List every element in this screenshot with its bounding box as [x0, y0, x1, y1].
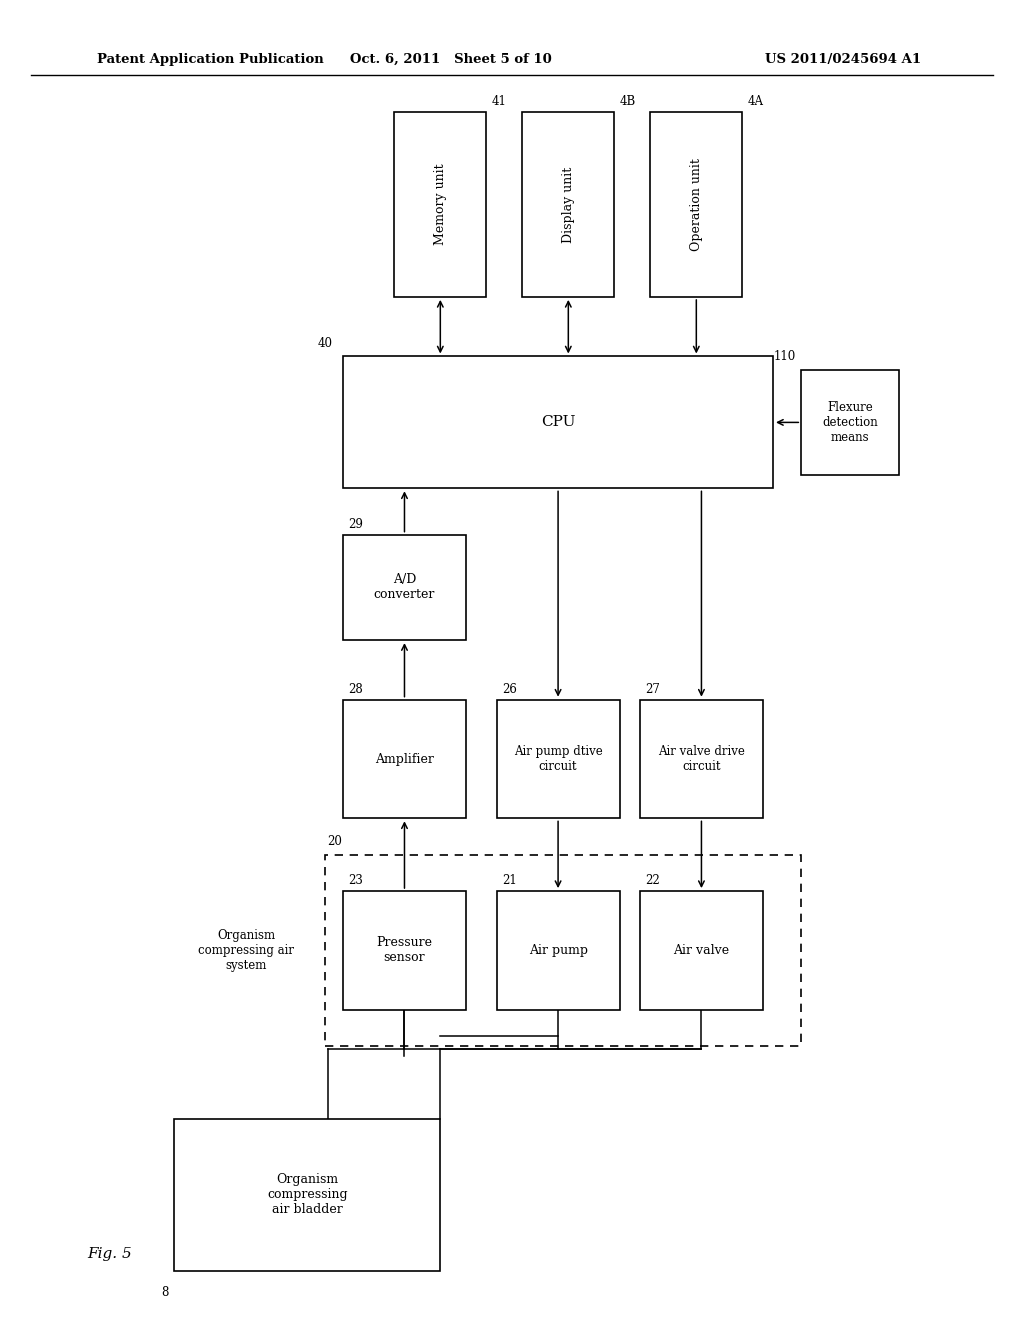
Text: Display unit: Display unit [562, 166, 574, 243]
Bar [326, 855, 801, 1045]
Text: Pressure
sensor: Pressure sensor [377, 936, 432, 965]
Text: Operation unit: Operation unit [690, 158, 702, 251]
Text: 4A: 4A [748, 95, 764, 108]
Text: Organism
compressing
air bladder: Organism compressing air bladder [267, 1173, 347, 1216]
Text: 20: 20 [328, 836, 342, 847]
Text: CPU: CPU [541, 416, 575, 429]
Bar [343, 891, 466, 1010]
Bar [650, 112, 742, 297]
Text: 110: 110 [774, 350, 797, 363]
Text: Air pump dtive
circuit: Air pump dtive circuit [514, 744, 602, 774]
Text: Air valve: Air valve [674, 944, 729, 957]
Bar [394, 112, 486, 297]
Bar [174, 1119, 440, 1270]
Bar [343, 700, 466, 818]
Bar [801, 370, 899, 475]
Text: Air valve drive
circuit: Air valve drive circuit [658, 744, 744, 774]
Bar [640, 891, 763, 1010]
Text: A/D
converter: A/D converter [374, 573, 435, 602]
Text: Oct. 6, 2011   Sheet 5 of 10: Oct. 6, 2011 Sheet 5 of 10 [349, 53, 552, 66]
Text: Amplifier: Amplifier [375, 752, 434, 766]
Text: Fig. 5: Fig. 5 [87, 1247, 132, 1261]
Bar [497, 700, 620, 818]
Text: 27: 27 [645, 682, 660, 696]
Bar [640, 700, 763, 818]
Text: 8: 8 [162, 1286, 169, 1299]
Text: Patent Application Publication: Patent Application Publication [97, 53, 324, 66]
Text: 28: 28 [348, 682, 362, 696]
Bar [343, 356, 773, 488]
Text: Flexure
detection
means: Flexure detection means [822, 401, 878, 444]
Text: Organism
compressing air
system: Organism compressing air system [199, 929, 295, 972]
Text: 21: 21 [502, 874, 516, 887]
Text: Air pump: Air pump [528, 944, 588, 957]
Text: 26: 26 [502, 682, 517, 696]
Bar [497, 891, 620, 1010]
Text: 22: 22 [645, 874, 659, 887]
Bar [343, 535, 466, 640]
Text: US 2011/0245694 A1: US 2011/0245694 A1 [766, 53, 922, 66]
Text: 29: 29 [348, 517, 364, 531]
Text: 23: 23 [348, 874, 364, 887]
Text: Memory unit: Memory unit [434, 164, 446, 246]
Text: 4B: 4B [620, 95, 636, 108]
Text: 41: 41 [492, 95, 507, 108]
Bar [522, 112, 614, 297]
Text: 40: 40 [317, 337, 333, 350]
